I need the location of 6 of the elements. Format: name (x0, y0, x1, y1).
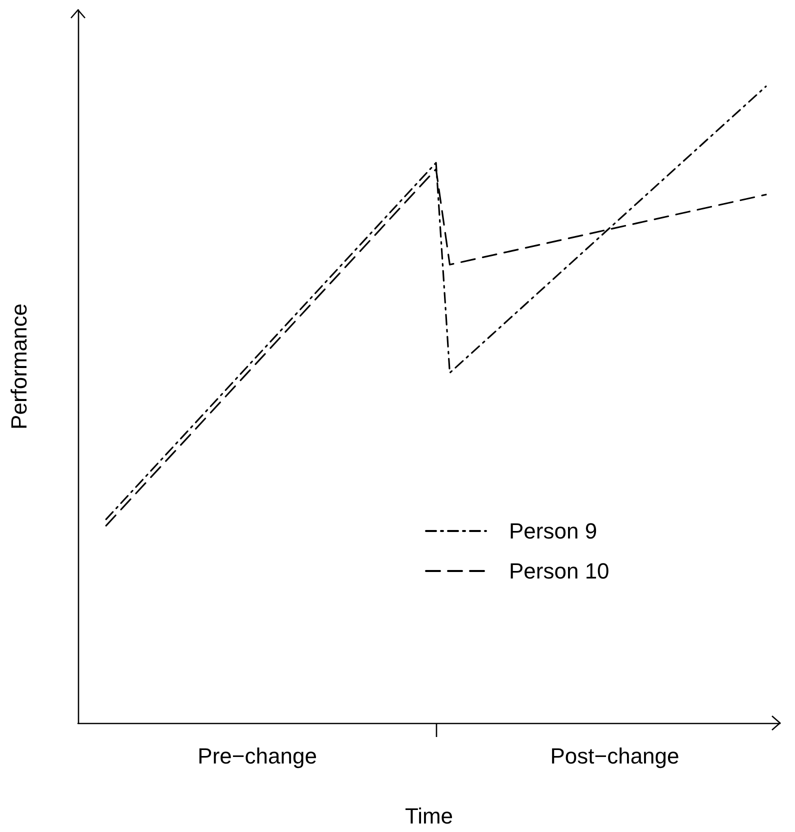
x-axis-title: Time (404, 804, 454, 828)
legend-label: Person 10 (509, 558, 610, 584)
x-tick-label: Post−change (550, 744, 680, 768)
x-tick-label: Pre−change (198, 744, 317, 768)
legend-label: Person 9 (509, 518, 598, 544)
y-axis-title: Performance (6, 304, 32, 430)
